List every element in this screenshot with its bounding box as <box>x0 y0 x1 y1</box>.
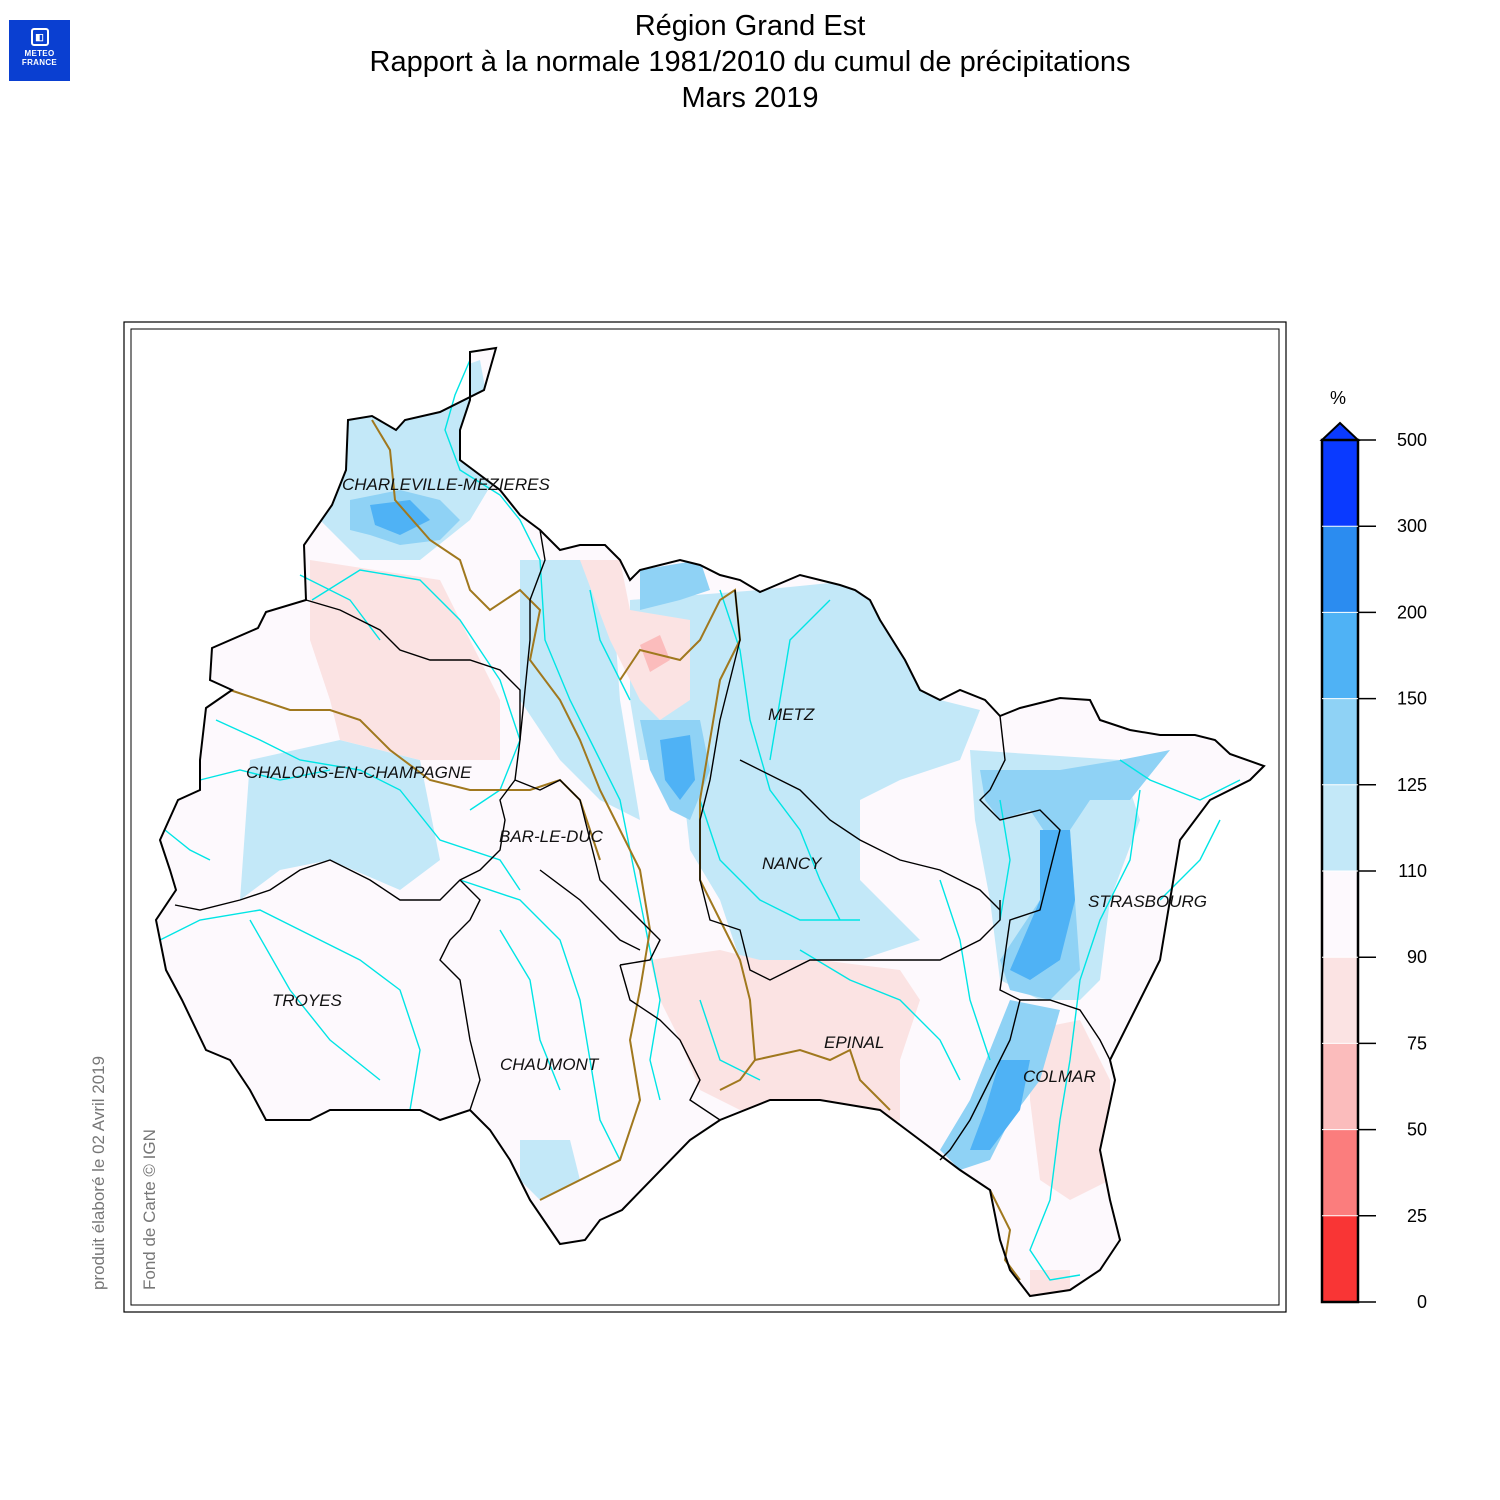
city-label: COLMAR <box>1023 1067 1096 1086</box>
color-legend: % 500 300 200 150 125 110 90 75 50 25 0 <box>1319 388 1427 1312</box>
logo-text-line1: METEO <box>24 49 55 58</box>
legend-band <box>1322 1215 1358 1303</box>
legend-band <box>1322 871 1358 958</box>
title-block: Région Grand Est Rapport à la normale 19… <box>0 8 1500 116</box>
city-label: NANCY <box>762 854 823 873</box>
production-note: produit élaboré le 02 Avril 2019 <box>89 1055 108 1290</box>
legend-tick-label: 25 <box>1407 1206 1427 1226</box>
rivers <box>159 359 1241 1281</box>
legend-band <box>1322 440 1358 527</box>
city-label: BAR-LE-DUC <box>499 827 604 846</box>
logo-text-line2: FRANCE <box>21 58 58 67</box>
legend-band <box>1322 1129 1358 1217</box>
legend-tick-label: 0 <box>1417 1292 1427 1312</box>
legend-tick-label: 200 <box>1397 602 1427 622</box>
city-label: STRASBOURG <box>1088 892 1207 911</box>
legend-tick-label: 125 <box>1397 775 1427 795</box>
city-label: CHAUMONT <box>500 1055 600 1074</box>
meteo-france-logo: ◧ METEO FRANCE <box>9 20 70 81</box>
city-label: CHARLEVILLE-MEZIERES <box>342 475 550 494</box>
legend-tick-label: 300 <box>1397 516 1427 536</box>
legend-band <box>1322 957 1358 1044</box>
legend-tick-label: 90 <box>1407 947 1427 967</box>
map-period: Mars 2019 <box>681 82 819 114</box>
legend-band <box>1322 1043 1358 1131</box>
legend-unit: % <box>1330 388 1346 408</box>
logo-icon: ◧ <box>30 28 49 46</box>
legend-band <box>1322 526 1358 613</box>
city-labels: CHARLEVILLE-MEZIERES METZ CHALONS-EN-CHA… <box>246 475 1207 1086</box>
department-boundaries <box>174 529 1111 1161</box>
legend-band <box>1322 698 1358 786</box>
legend-band <box>1322 784 1358 872</box>
legend-band <box>1322 612 1358 700</box>
legend-tick-label: 150 <box>1397 689 1427 709</box>
map-title: Région Grand Est <box>634 10 866 42</box>
city-label: EPINAL <box>824 1033 884 1052</box>
legend-tick-label: 75 <box>1407 1033 1427 1053</box>
city-label: METZ <box>768 705 815 724</box>
legend-tick-label: 50 <box>1407 1120 1427 1140</box>
city-label: TROYES <box>272 991 343 1010</box>
city-label: CHALONS-EN-CHAMPAGNE <box>246 763 472 782</box>
basemap-credit: Fond de Carte © IGN <box>140 1129 159 1290</box>
legend-tick-label: 110 <box>1398 861 1427 881</box>
precipitation-field <box>156 348 1264 1296</box>
legend-overflow-triangle <box>1319 421 1361 441</box>
map-frame <box>123 321 1287 1313</box>
map-subtitle: Rapport à la normale 1981/2010 du cumul … <box>369 46 1131 78</box>
legend-tick-label: 500 <box>1397 430 1427 450</box>
